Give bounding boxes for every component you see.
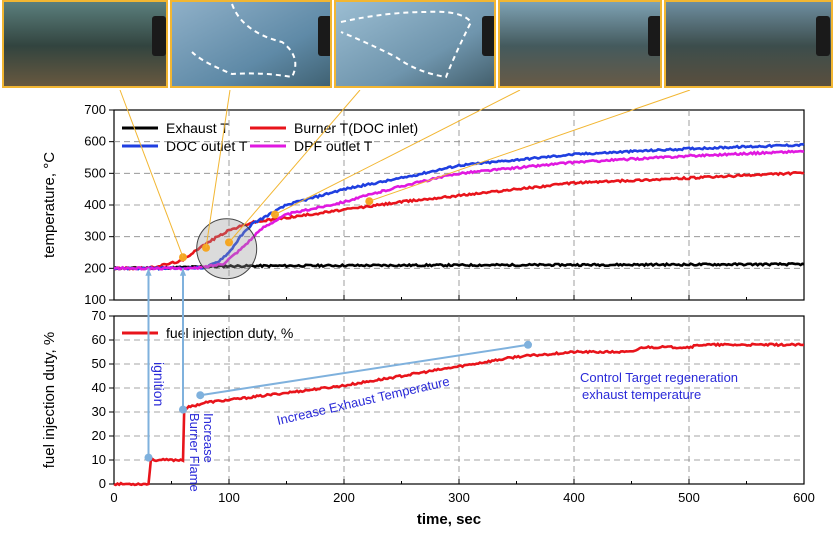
y-tick-label: 0: [99, 476, 106, 491]
ignition-dot: [144, 453, 153, 462]
y-tick-label: 20: [92, 428, 106, 443]
y-tick-label: 700: [84, 102, 106, 117]
series-line-0: [113, 261, 805, 271]
y-tick-label: 200: [84, 260, 106, 275]
legend-label: Burner T(DOC inlet): [294, 120, 418, 136]
y-tick-label: 100: [84, 292, 106, 307]
ignition-arrow-head: [145, 268, 152, 276]
y-tick-label: 400: [84, 197, 106, 212]
legend-label: fuel injection duty, %: [166, 325, 293, 341]
photo-leader-lines: [119, 90, 691, 258]
photo-strip: [0, 0, 835, 90]
control-target-label-1: Control Target regeneration: [580, 370, 738, 385]
photo-2: [170, 0, 332, 88]
photo-3-image: [336, 2, 494, 86]
leader-line: [205, 90, 231, 248]
exhaust-trend-line: [200, 343, 529, 397]
x-tick-label: 100: [218, 490, 240, 505]
fuel-injection-plot: 0 10 20 30 40 50 60 70 0 100 200 300 400 500 600 time, …: [41, 308, 815, 528]
leader-line: [274, 90, 521, 215]
y-tick-label: 70: [92, 308, 106, 323]
x-axis-label: time, sec: [417, 511, 481, 528]
y-tick-label: 300: [84, 229, 106, 244]
photo-1-image: [4, 2, 166, 86]
x-tick-label: 200: [333, 490, 355, 505]
control-target-label-2: exhaust temperature: [582, 387, 701, 402]
legend: Exhaust T Burner T(DOC inlet) DOC outlet T…: [122, 120, 418, 154]
x-tick-label: 500: [678, 490, 700, 505]
trend-dot-start: [196, 391, 205, 400]
leader-line: [369, 90, 691, 202]
legend-label: Exhaust T: [166, 120, 229, 136]
trend-dot-end: [524, 340, 532, 349]
y-tick-label: 500: [84, 165, 106, 180]
photo-4: [498, 0, 662, 88]
series-line-1: [113, 170, 805, 271]
legend-label: DPF outlet T: [294, 138, 373, 154]
leader-line: [119, 90, 184, 258]
x-tick-label: 600: [793, 490, 815, 505]
y-tick-label: 50: [92, 356, 106, 371]
photo-5-image: [666, 2, 831, 86]
photo-2-image: [172, 2, 330, 86]
burner-dot: [179, 405, 187, 414]
photo-5: [664, 0, 833, 88]
legend-label: DOC outlet T: [166, 138, 248, 154]
y-axis-label-fuel: fuel injection duty, %: [41, 332, 58, 468]
y-tick-label: 600: [84, 134, 106, 149]
photo-3: [334, 0, 496, 88]
x-tick-label: 400: [563, 490, 585, 505]
x-tick-label: 0: [110, 490, 117, 505]
increase-burner-label-2: Burner Flame: [187, 413, 202, 492]
series-line-2: [113, 142, 805, 271]
x-tick-label: 300: [448, 490, 470, 505]
burner-arrow-head: [179, 268, 187, 276]
series-line-0: [113, 342, 805, 487]
ignition-label: ignition: [151, 362, 167, 406]
photo-1: [2, 0, 168, 88]
leader-line: [228, 90, 361, 243]
highlight-circle: [196, 218, 258, 280]
y-axis-label-temperature: temperature, °C: [41, 152, 58, 258]
y-tick-label: 60: [92, 332, 106, 347]
y-tick-label: 10: [92, 452, 106, 467]
photo-4-image: [500, 2, 660, 86]
increase-burner-label-1: Increase: [201, 413, 216, 463]
y-tick-label: 30: [92, 404, 106, 419]
series-line-3: [113, 149, 805, 271]
temperature-plot: 100 200 300 400 500 600 700 temperature, °C Exha…: [41, 102, 805, 307]
y-tick-label: 40: [92, 380, 106, 395]
